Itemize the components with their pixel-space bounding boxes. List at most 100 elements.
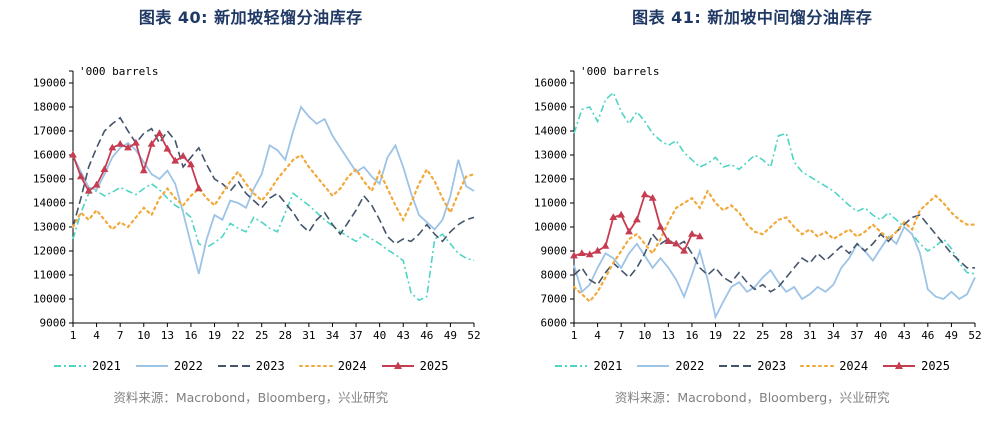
legend-line-sample-2022 [637,364,670,367]
svg-text:16000: 16000 [33,148,66,161]
chart-block-light-distillates: 图表 40: 新加坡轻馏分油库存 9000 10000 11000 12000 1300… [33,8,481,405]
svg-text:34: 34 [326,329,340,342]
legend-line-sample-2021 [53,364,86,367]
svg-text:28: 28 [780,329,793,342]
legend-item-2023: 2023 [718,359,786,373]
svg-text:1: 1 [571,329,578,342]
svg-text:13: 13 [662,329,675,342]
svg-text:11000: 11000 [534,196,567,209]
svg-text:9000: 9000 [39,316,66,329]
legend-label-2022: 2022 [675,358,705,373]
svg-text:'000 barrels: '000 barrels [79,65,158,78]
chart-title-left: 图表 40: 新加坡轻馏分油库存 [138,8,363,27]
svg-text:22: 22 [231,329,244,342]
svg-text:31: 31 [804,329,817,342]
legend-line-sample-2025 [883,361,916,369]
legend-line-sample-2023 [217,364,250,367]
svg-text:18000: 18000 [33,100,66,113]
svg-text:40: 40 [874,329,887,342]
svg-text:34: 34 [827,329,841,342]
svg-text:10000: 10000 [534,220,567,233]
legend-item-2022: 2022 [636,359,704,373]
chart-block-middle-distillates: 图表 41: 新加坡中间馏分油库存 6000 7000 8000 9000 10000 1… [502,0,1003,448]
svg-text:49: 49 [444,329,457,342]
legend-line-sample-2023 [719,364,752,367]
svg-text:16: 16 [184,329,197,342]
svg-text:13000: 13000 [534,148,567,161]
svg-text:40: 40 [373,329,386,342]
legend-label-2024: 2024 [337,358,367,373]
legend-label-2025: 2025 [921,358,951,373]
svg-text:43: 43 [396,329,409,342]
svg-text:37: 37 [851,329,864,342]
svg-text:28: 28 [278,329,291,342]
legend-label-2022: 2022 [173,358,203,373]
legend-line-sample-2024 [298,364,333,367]
svg-text:10000: 10000 [33,292,66,305]
legend-line-sample-2024 [800,364,835,367]
legend-item-2024: 2024 [298,358,367,373]
legend-line-sample-2021 [555,364,588,367]
svg-text:7: 7 [618,329,625,342]
svg-text:4: 4 [595,329,602,342]
legend-line-sample-2025 [381,361,414,369]
legend-item-2025: 2025 [381,359,449,373]
svg-text:37: 37 [349,329,362,342]
line-chart-light-distillates: 9000 10000 11000 12000 13000 14000 15000 16000 1… [33,65,481,342]
svg-text:16000: 16000 [534,76,567,89]
svg-text:14000: 14000 [33,196,66,209]
svg-text:17000: 17000 [33,124,66,137]
legend-label-2023: 2023 [757,358,787,373]
svg-text:49: 49 [945,329,958,342]
svg-text:25: 25 [756,329,769,342]
svg-text:'000 barrels: '000 barrels [580,65,659,78]
svg-text:25: 25 [255,329,268,342]
svg-text:9000: 9000 [541,244,568,257]
svg-text:12000: 12000 [534,172,567,185]
svg-text:4: 4 [93,329,100,342]
svg-text:43: 43 [898,329,911,342]
source-text-left: 资料来源：Macrobond，Bloomberg，兴业研究 [113,389,389,405]
svg-text:46: 46 [420,329,433,342]
legend-item-2025: 2025 [882,359,950,373]
svg-text:46: 46 [921,329,934,342]
legend-right: 2021 2022 2023 2024 2025 [554,359,950,373]
legend-label-2025: 2025 [419,358,449,373]
svg-text:1: 1 [69,329,76,342]
source-text-right: 资料来源：Macrobond，Bloomberg，兴业研究 [614,389,890,405]
svg-text:19: 19 [709,329,722,342]
svg-text:10: 10 [137,329,150,342]
legend-item-2023: 2023 [217,359,285,373]
svg-text:10: 10 [638,329,651,342]
svg-text:12000: 12000 [33,244,66,257]
svg-text:7000: 7000 [541,292,568,305]
legend-label-2021: 2021 [91,358,121,373]
svg-text:7: 7 [117,329,124,342]
legend-item-2022: 2022 [135,359,203,373]
legend-left: 2021 2022 2023 2024 2025 [53,359,449,373]
svg-text:31: 31 [302,329,315,342]
legend-item-2021: 2021 [53,359,121,373]
svg-text:13: 13 [160,329,173,342]
svg-text:19: 19 [208,329,221,342]
legend-label-2024: 2024 [839,358,869,373]
legend-item-2024: 2024 [800,359,868,373]
svg-text:19000: 19000 [33,76,66,89]
svg-text:52: 52 [467,329,480,342]
chart-title-right: 图表 41: 新加坡中间馏分油库存 [632,8,873,27]
svg-text:22: 22 [733,329,746,342]
svg-text:16: 16 [686,329,699,342]
svg-text:11000: 11000 [33,268,66,281]
svg-text:52: 52 [969,329,982,342]
svg-text:8000: 8000 [541,268,568,281]
svg-text:14000: 14000 [534,124,567,137]
legend-label-2021: 2021 [593,358,623,373]
svg-text:6000: 6000 [541,316,568,329]
svg-text:15000: 15000 [33,172,66,185]
svg-text:15000: 15000 [534,100,567,113]
legend-label-2023: 2023 [255,358,285,373]
legend-item-2021: 2021 [554,359,622,373]
line-chart-middle-distillates: 6000 7000 8000 9000 10000 11000 12000 13000 1400… [534,65,982,342]
